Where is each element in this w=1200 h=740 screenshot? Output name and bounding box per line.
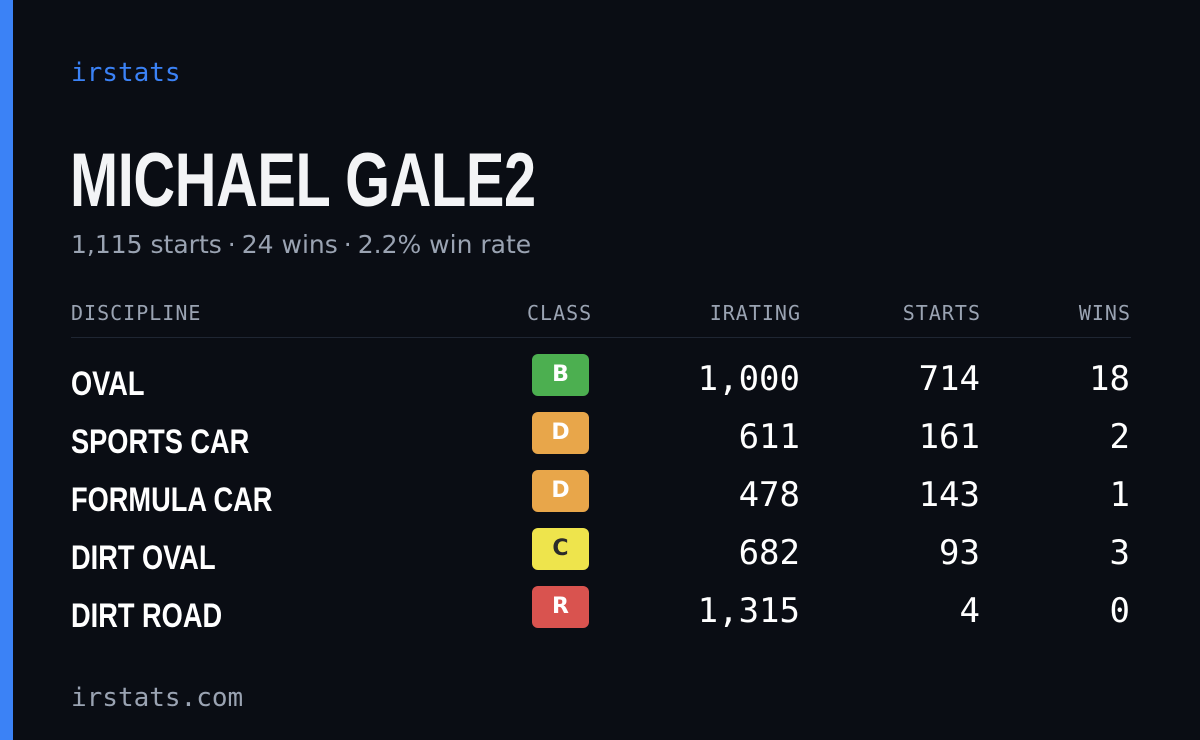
header-divider [71,337,1131,338]
row-discipline: FORMULA CAR [71,481,273,519]
driver-name: MICHAEL GALE2 [70,138,536,223]
header-irating: IRATING [709,301,801,325]
row-discipline: SPORTS CAR [71,423,250,461]
row-starts: 714 [918,359,980,399]
header-discipline: DISCIPLINE [71,301,202,325]
class-badge: C [532,528,589,570]
row-irating: 1,315 [697,591,800,631]
row-irating: 611 [738,417,800,457]
brand-logo: irstats [71,58,181,88]
table-row: SPORTS CAR D 611 161 2 [71,408,1131,466]
summary-separator: · [227,230,236,259]
row-wins: 0 [1109,591,1130,631]
row-starts: 4 [959,591,980,631]
row-starts: 161 [918,417,980,457]
row-starts: 93 [939,533,980,573]
row-wins: 1 [1109,475,1130,515]
discipline-table: OVAL B 1,000 714 18 SPORTS CAR D 611 161… [71,350,1131,640]
header-starts: STARTS [902,301,981,325]
row-discipline: DIRT ROAD [71,597,223,635]
accent-bar [0,0,13,740]
class-badge: R [532,586,589,628]
header-wins: WINS [1078,301,1131,325]
table-row: DIRT OVAL C 682 93 3 [71,524,1131,582]
class-badge: B [532,354,589,396]
header-class: CLASS [527,301,593,325]
summary-wins: 24 wins [241,230,338,259]
row-wins: 2 [1109,417,1130,457]
table-row: FORMULA CAR D 478 143 1 [71,466,1131,524]
row-irating: 1,000 [697,359,800,399]
table-row: OVAL B 1,000 714 18 [71,350,1131,408]
table-header: DISCIPLINE CLASS IRATING STARTS WINS [71,298,1131,328]
table-row: DIRT ROAD R 1,315 4 0 [71,582,1131,640]
summary-starts: 1,115 starts [71,230,222,259]
row-irating: 478 [738,475,800,515]
stats-summary: 1,115 starts · 24 wins · 2.2% win rate [71,228,531,262]
class-badge: D [532,412,589,454]
row-discipline: DIRT OVAL [71,539,216,577]
row-wins: 18 [1089,359,1130,399]
footer-url: irstats.com [71,683,244,713]
summary-win-rate: 2.2% win rate [357,230,532,259]
row-starts: 143 [918,475,980,515]
summary-separator: · [343,230,352,259]
class-badge: D [532,470,589,512]
row-wins: 3 [1109,533,1130,573]
row-discipline: OVAL [71,365,145,403]
row-irating: 682 [738,533,800,573]
